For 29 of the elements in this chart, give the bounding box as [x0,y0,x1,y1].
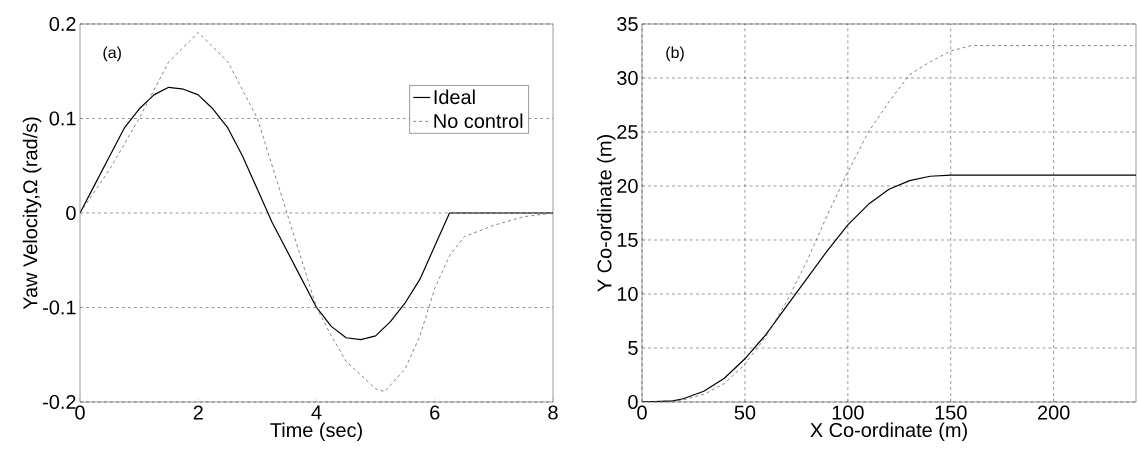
y-axis-title: Y Co-ordinate (m) [596,135,616,292]
y-tick-label: 10 [617,286,638,302]
y-tick-label: 35 [617,16,638,32]
x-axis-title: Time (sec) [270,422,362,442]
x-tick-label: 8 [548,405,558,420]
x-tick-label: 200 [1038,405,1070,420]
y-tick-label: 0.1 [49,111,76,126]
y-tick-label: 0 [66,205,76,221]
y-tick-label: -0.2 [43,394,76,410]
y-tick-label: 15 [617,233,638,247]
legend-label: No control [434,113,523,129]
x-tick-label: 4 [311,405,322,420]
x-tick-label: 50 [734,405,756,420]
y-tick-label: -0.1 [43,300,76,315]
x-tick-label: 150 [935,405,967,420]
x-tick-label: 2 [193,405,203,420]
annotation: (a) [103,46,121,62]
x-tick-label: 100 [832,405,864,420]
y-tick-label: 30 [617,70,638,86]
y-tick-label: 5 [628,341,638,355]
legend-label: Ideal [434,89,475,105]
y-tick-label: 25 [617,124,638,140]
y-tick-label: 0 [628,394,638,410]
y-tick-label: 0.2 [49,16,76,32]
x-axis-title: X Co-ordinate (m) [810,422,967,442]
y-axis-title: Yaw Velocity,Ω (rad/s) [22,117,42,310]
x-tick-label: 6 [430,405,440,420]
y-tick-label: 20 [617,178,638,194]
annotation: (b) [666,46,684,62]
